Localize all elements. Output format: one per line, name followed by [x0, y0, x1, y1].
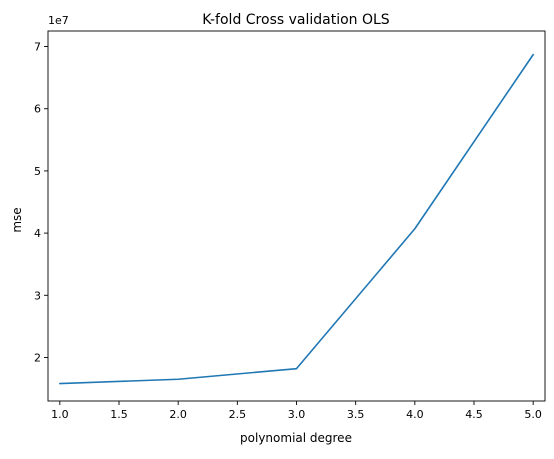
y-tick-label: 5 [34, 165, 41, 178]
x-tick-label: 2.5 [229, 408, 247, 421]
x-tick-label: 5.0 [524, 408, 542, 421]
x-tick-label: 2.0 [169, 408, 187, 421]
plot-area: 1.0 1.5 2.0 2.5 3.0 3.5 4.0 4.5 5.0 2 3 4 5 6 7 [34, 30, 546, 421]
x-tick-label: 3.5 [347, 408, 365, 421]
x-axis-label: polynomial degree [240, 431, 352, 445]
x-tick-label: 4.0 [406, 408, 424, 421]
x-tick-label: 4.5 [465, 408, 483, 421]
y-tick-label: 4 [34, 227, 41, 240]
y-tick-label: 7 [34, 41, 41, 54]
series-line-0 [59, 53, 534, 385]
y-tick-label: 6 [34, 103, 41, 116]
y-axis-label: mse [10, 207, 24, 232]
x-tick-label: 1.0 [51, 408, 69, 421]
x-tick-label: 1.5 [110, 408, 128, 421]
x-tick-label: 3.0 [288, 408, 306, 421]
y-axis-offset-label: 1e7 [48, 14, 69, 27]
y-tick-label: 2 [34, 351, 41, 364]
chart-title: K-fold Cross validation OLS [202, 12, 390, 28]
y-tick-label: 3 [34, 289, 41, 302]
